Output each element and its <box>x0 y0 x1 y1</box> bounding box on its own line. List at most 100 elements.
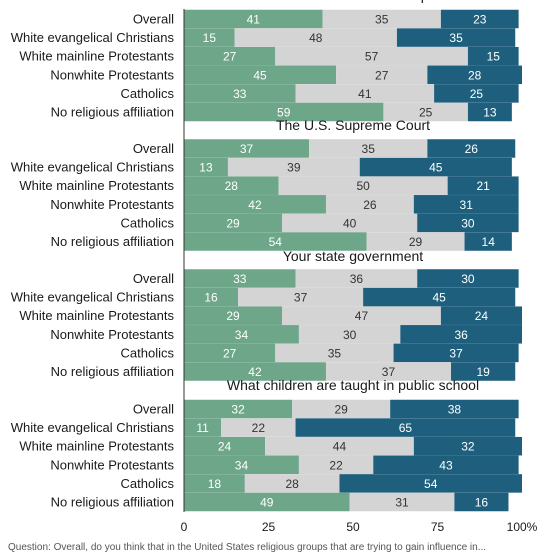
x-tick-label: 50 <box>346 520 360 534</box>
category-label: White mainline Protestants <box>19 178 174 193</box>
bar-segment <box>417 269 519 288</box>
bar-segment <box>295 84 435 103</box>
bar-segment <box>322 9 441 29</box>
data-label: 54 <box>424 477 438 491</box>
x-tick-label: 25 <box>262 520 276 534</box>
data-label: 18 <box>208 477 222 491</box>
bar-segment <box>309 139 428 158</box>
bar-segment <box>417 213 519 233</box>
data-label: 36 <box>454 328 468 342</box>
data-label: 28 <box>285 477 299 491</box>
x-tick-label: 100% <box>507 520 538 534</box>
data-label: 45 <box>433 291 447 305</box>
data-label: 15 <box>487 50 501 64</box>
bar-segment <box>440 306 522 325</box>
footer-note: Question: Overall, do you think that in … <box>8 542 487 553</box>
bar-segment <box>184 269 296 288</box>
data-label: 25 <box>470 87 484 101</box>
bar-segment <box>393 343 519 363</box>
bar-segment <box>396 28 516 47</box>
data-label: 35 <box>362 142 376 156</box>
bar-segment <box>454 492 509 512</box>
bar-segment <box>467 46 519 66</box>
data-label: 29 <box>226 309 240 323</box>
bar-segment <box>184 65 337 85</box>
bar-segment <box>390 399 519 419</box>
bar-segment <box>227 157 360 177</box>
data-label: 33 <box>233 272 247 286</box>
data-label: 22 <box>252 421 266 435</box>
data-label: 15 <box>203 31 217 45</box>
bar-segment <box>366 232 465 251</box>
bar-segment <box>275 46 468 66</box>
bar-segment <box>298 325 401 344</box>
bar-segment <box>336 65 428 85</box>
data-label: 48 <box>309 31 323 45</box>
category-label: Catholics <box>121 476 175 491</box>
bar-segment <box>383 102 468 122</box>
category-label: White evangelical Christians <box>11 30 175 45</box>
bar-segment <box>184 28 235 47</box>
bar-segment <box>265 436 414 456</box>
bar-segment <box>184 325 299 344</box>
category-label: Nonwhite Protestants <box>50 197 174 212</box>
bar-segment <box>184 102 384 122</box>
data-label: 24 <box>475 309 489 323</box>
data-label: 16 <box>204 291 218 305</box>
category-label: No religious affiliation <box>51 495 174 510</box>
category-label: White mainline Protestants <box>19 439 174 454</box>
data-label: 27 <box>375 68 389 82</box>
x-tick-label: 0 <box>181 520 188 534</box>
bar-segment <box>325 362 452 381</box>
category-label: White evangelical Christians <box>11 290 175 305</box>
data-label: 50 <box>356 179 370 193</box>
bar-segment <box>184 362 326 381</box>
data-label: 26 <box>363 198 377 212</box>
category-label: Catholics <box>121 86 175 101</box>
data-label: 25 <box>419 106 433 120</box>
data-label: 24 <box>218 440 232 454</box>
data-label: 30 <box>461 272 475 286</box>
bar-segment <box>298 455 374 475</box>
data-label: 14 <box>482 235 496 249</box>
bar-segment <box>339 474 522 493</box>
category-label: Overall <box>133 271 174 286</box>
bar-segment <box>184 176 279 195</box>
data-label: 37 <box>240 142 254 156</box>
category-label: Nonwhite Protestants <box>50 67 174 82</box>
data-label: 21 <box>476 179 490 193</box>
bar-segment <box>282 213 418 233</box>
data-label: 39 <box>287 161 301 175</box>
bar-segment <box>427 65 522 85</box>
data-label: 32 <box>461 440 475 454</box>
panel-title-2: The U.S. Supreme Court <box>276 117 430 133</box>
category-label: No religious affiliation <box>51 364 174 379</box>
data-label: 35 <box>375 13 389 27</box>
category-label: Nonwhite Protestants <box>50 457 174 472</box>
data-label: 32 <box>231 403 245 417</box>
data-label: 28 <box>468 68 482 82</box>
data-label: 30 <box>461 216 475 230</box>
panel-title-3: Your state government <box>283 248 423 264</box>
bar-segment <box>184 343 276 363</box>
data-label: 34 <box>235 328 249 342</box>
category-label: Overall <box>133 141 174 156</box>
category-label: Overall <box>133 12 174 27</box>
bar-segment <box>467 102 512 122</box>
data-label: 13 <box>483 106 497 120</box>
data-label: 35 <box>328 346 342 360</box>
data-label: 37 <box>294 291 308 305</box>
bar-segment <box>184 474 245 493</box>
bar-segment <box>413 436 522 456</box>
bar-segment <box>184 418 222 437</box>
data-label: 44 <box>333 440 347 454</box>
data-label: 59 <box>277 106 291 120</box>
data-label: 49 <box>260 496 274 510</box>
data-label: 65 <box>399 421 413 435</box>
category-label: Overall <box>133 402 174 417</box>
bar-segment <box>451 362 516 381</box>
data-label: 22 <box>329 458 343 472</box>
bar-segment <box>292 399 391 419</box>
category-label: Catholics <box>121 215 175 230</box>
